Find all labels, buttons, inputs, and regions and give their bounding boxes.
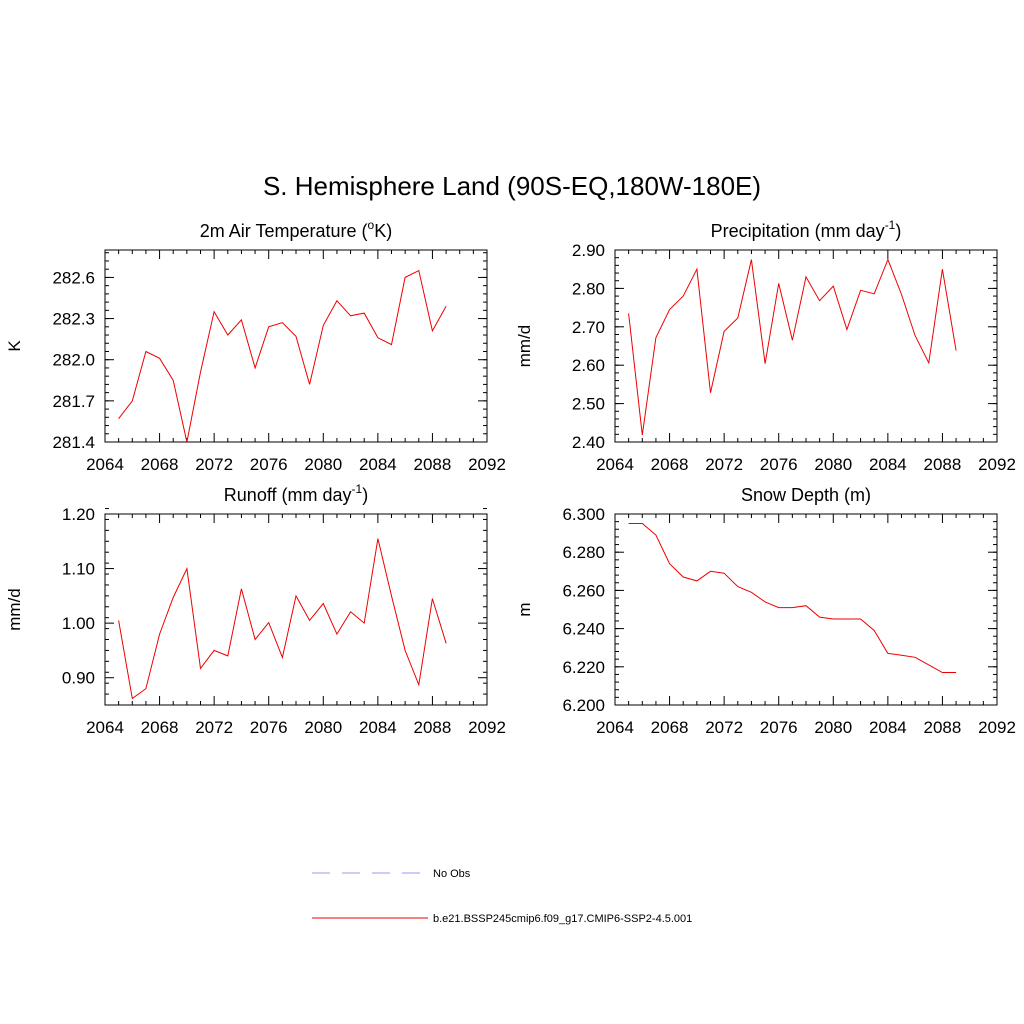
y-tick-label: 6.220 — [562, 658, 605, 677]
y-axis-label: mm/d — [5, 588, 24, 631]
x-tick-label: 2076 — [250, 455, 288, 474]
series-line — [628, 258, 957, 436]
x-tick-label: 2084 — [359, 718, 397, 737]
series-line — [118, 538, 447, 700]
panel-title-superscript: -1 — [885, 218, 896, 232]
panel-title-text: Runoff (mm day — [224, 485, 352, 505]
x-tick-label: 2080 — [304, 718, 342, 737]
x-tick-label: 2084 — [359, 455, 397, 474]
x-tick-label: 2072 — [195, 455, 233, 474]
y-tick-label: 1.10 — [62, 560, 95, 579]
x-tick-label: 2064 — [596, 718, 634, 737]
x-tick-label: 2068 — [141, 718, 179, 737]
panel-1: 2m Air Temperature (oK) K 2064 2068 2072 2076… — [5, 218, 506, 474]
y-tick-label: 6.240 — [562, 620, 605, 639]
x-tick-label: 2088 — [414, 455, 452, 474]
panel-title-superscript: o — [368, 218, 375, 232]
y-tick-label: 1.00 — [62, 614, 95, 633]
x-tick-label: 2064 — [596, 455, 634, 474]
y-tick-label: 2.70 — [572, 318, 605, 337]
panel-4: Snow Depth (m) m 2064 2068 2072 2076 2080 2084 2… — [515, 485, 1016, 737]
y-tick-label: 2.80 — [572, 279, 605, 298]
panel-3: Runoff (mm day-1) mm/d 2064 2068 2072 2076 208… — [5, 482, 506, 737]
y-tick-label: 6.200 — [562, 696, 605, 715]
x-tick-label: 2092 — [978, 718, 1016, 737]
x-tick-label: 2064 — [86, 455, 124, 474]
x-tick-label: 2072 — [705, 455, 743, 474]
series-line — [118, 269, 447, 443]
y-tick-label: 282.6 — [52, 268, 95, 287]
panel-title: Snow Depth (m) — [741, 485, 871, 505]
legend-entry-2: b.e21.BSSP245cmip6.f09_g17.CMIP6-SSP2-4.… — [312, 913, 692, 925]
y-tick-label: 1.20 — [62, 505, 95, 524]
y-tick-label: 282.3 — [52, 310, 95, 329]
series-line — [628, 523, 957, 673]
y-tick-label: 282.0 — [52, 351, 95, 370]
y-tick-label: 2.60 — [572, 356, 605, 375]
figure-title: S. Hemisphere Land (90S-EQ,180W-180E) — [263, 171, 761, 201]
y-tick-label: 0.90 — [62, 669, 95, 688]
panel-title-text: Snow Depth (m) — [741, 485, 871, 505]
y-axis-label: mm/d — [515, 325, 534, 368]
x-tick-label: 2080 — [814, 455, 852, 474]
x-tick-label: 2088 — [924, 718, 962, 737]
panel-title: 2m Air Temperature (oK) — [200, 218, 392, 241]
y-tick-label: 6.280 — [562, 543, 605, 562]
panel-title-suffix: K) — [374, 221, 392, 241]
legend-label: No Obs — [433, 868, 471, 880]
plot-frame — [104, 513, 488, 706]
x-tick-label: 2088 — [924, 455, 962, 474]
panel-title: Runoff (mm day-1) — [224, 482, 368, 505]
y-tick-label: 2.50 — [572, 395, 605, 414]
x-tick-label: 2084 — [869, 718, 907, 737]
x-tick-label: 2080 — [814, 718, 852, 737]
x-tick-label: 2076 — [250, 718, 288, 737]
y-tick-label: 281.4 — [52, 433, 95, 452]
y-axis-label: K — [5, 340, 24, 352]
x-tick-label: 2072 — [705, 718, 743, 737]
plot-frame — [614, 513, 998, 706]
chart-panels: 2m Air Temperature (oK) K 2064 2068 2072 2076… — [5, 218, 1016, 737]
x-tick-label: 2088 — [414, 718, 452, 737]
x-tick-label: 2092 — [468, 718, 506, 737]
x-tick-label: 2068 — [651, 455, 689, 474]
y-tick-label: 2.90 — [572, 241, 605, 260]
legend: No Obs b.e21.BSSP245cmip6.f09_g17.CMIP6-S… — [312, 868, 692, 925]
x-tick-label: 2076 — [760, 455, 798, 474]
panel-2: Precipitation (mm day-1) mm/d 2064 2068 2072… — [515, 218, 1016, 474]
x-tick-label: 2076 — [760, 718, 798, 737]
y-tick-label: 6.300 — [562, 505, 605, 524]
y-tick-label: 6.260 — [562, 581, 605, 600]
y-tick-label: 2.40 — [572, 433, 605, 452]
panel-title: Precipitation (mm day-1) — [711, 218, 902, 241]
legend-entry-1: No Obs — [312, 868, 471, 880]
panel-title-text: Precipitation (mm day — [711, 221, 885, 241]
x-tick-label: 2072 — [195, 718, 233, 737]
y-axis-label: m — [515, 602, 534, 616]
y-tick-label: 281.7 — [52, 392, 95, 411]
panel-title-suffix: ) — [895, 221, 901, 241]
legend-label: b.e21.BSSP245cmip6.f09_g17.CMIP6-SSP2-4.… — [433, 913, 692, 925]
x-tick-label: 2092 — [978, 455, 1016, 474]
x-tick-label: 2084 — [869, 455, 907, 474]
x-tick-label: 2068 — [651, 718, 689, 737]
x-tick-label: 2092 — [468, 455, 506, 474]
x-tick-label: 2080 — [304, 455, 342, 474]
panel-title-text: 2m Air Temperature ( — [200, 221, 368, 241]
plot-frame — [104, 249, 488, 443]
panel-title-suffix: ) — [362, 485, 368, 505]
x-tick-label: 2064 — [86, 718, 124, 737]
x-tick-label: 2068 — [141, 455, 179, 474]
panel-title-superscript: -1 — [352, 482, 363, 496]
